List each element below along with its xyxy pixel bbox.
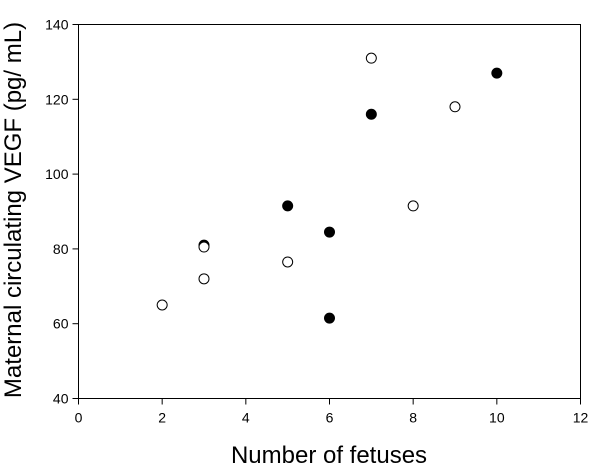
x-tick-label: 0 xyxy=(75,410,83,426)
open-data-point xyxy=(282,256,294,268)
y-tick-label: 120 xyxy=(45,91,69,107)
filled-data-point xyxy=(324,226,335,238)
plot-frame xyxy=(78,24,581,399)
y-axis: 40 60 80 100 120 140 xyxy=(45,17,79,407)
x-tick-label: 8 xyxy=(409,410,417,426)
x-axis-label: Number of fetuses xyxy=(231,442,427,465)
y-axis-label: Maternal circulating VEGF (pg/ mL) xyxy=(0,22,27,398)
x-tick-label: 6 xyxy=(326,410,334,426)
open-data-point xyxy=(198,241,210,253)
open-data-point xyxy=(198,273,210,285)
open-data-point xyxy=(156,299,168,311)
open-data-point xyxy=(449,101,461,113)
y-tick-label: 60 xyxy=(53,316,69,332)
y-tick-label: 140 xyxy=(45,17,69,33)
filled-data-point xyxy=(282,200,294,212)
x-tick-label: 12 xyxy=(573,410,589,426)
x-axis: 0 2 4 6 8 10 12 xyxy=(75,398,589,426)
x-tick-label: 10 xyxy=(489,410,505,426)
y-tick-label: 80 xyxy=(53,241,69,257)
filled-data-point xyxy=(491,67,503,79)
filled-data-point xyxy=(365,108,377,120)
x-tick-label: 4 xyxy=(242,410,250,426)
open-data-point xyxy=(365,52,377,64)
filled-data-point xyxy=(324,312,335,324)
y-tick-label: 100 xyxy=(45,166,69,182)
x-tick-label: 2 xyxy=(158,410,166,426)
data-points xyxy=(156,52,503,324)
y-tick-label: 40 xyxy=(53,391,69,407)
open-data-point xyxy=(407,200,419,212)
